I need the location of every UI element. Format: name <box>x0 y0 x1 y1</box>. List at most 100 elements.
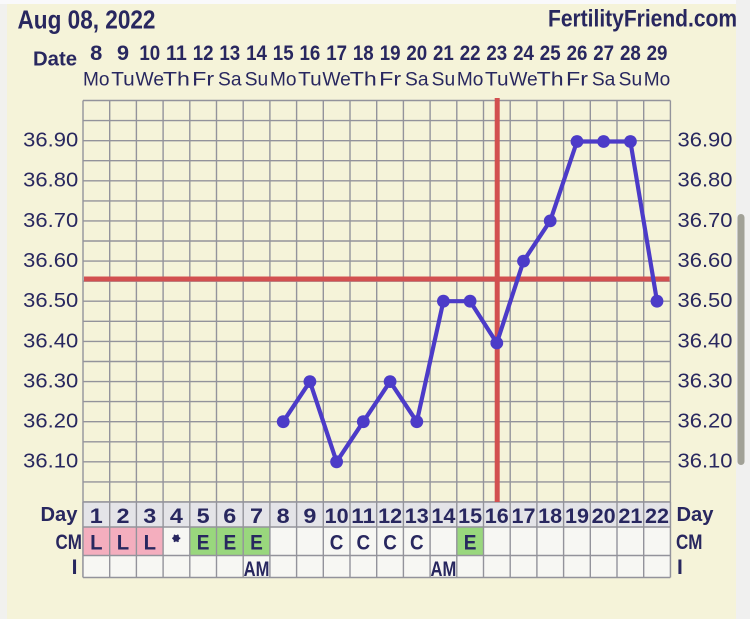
svg-text:19: 19 <box>565 504 589 528</box>
svg-text:23: 23 <box>486 42 507 65</box>
svg-text:Aug 08, 2022: Aug 08, 2022 <box>18 4 156 34</box>
svg-text:36.10: 36.10 <box>678 450 733 473</box>
svg-text:29: 29 <box>647 42 668 65</box>
svg-text:Sa: Sa <box>218 68 242 90</box>
svg-text:Fr: Fr <box>566 68 589 90</box>
svg-text:36.30: 36.30 <box>678 370 733 393</box>
svg-text:14: 14 <box>431 504 455 528</box>
svg-text:C: C <box>330 531 344 554</box>
svg-text:L: L <box>144 531 157 554</box>
svg-text:E: E <box>250 531 263 554</box>
svg-text:We: We <box>509 68 538 90</box>
svg-text:17: 17 <box>512 504 536 528</box>
svg-text:28: 28 <box>620 42 641 65</box>
svg-text:Tu: Tu <box>111 68 135 90</box>
svg-text:36.10: 36.10 <box>23 450 78 473</box>
svg-text:18: 18 <box>538 504 562 528</box>
svg-text:18: 18 <box>353 42 374 65</box>
svg-text:36.40: 36.40 <box>23 329 78 352</box>
svg-text:Mo: Mo <box>644 68 671 90</box>
svg-text:22: 22 <box>460 42 481 65</box>
svg-text:36.80: 36.80 <box>23 169 78 192</box>
svg-text:7: 7 <box>250 504 263 528</box>
svg-text:3: 3 <box>143 504 156 528</box>
svg-text:21: 21 <box>618 504 642 528</box>
svg-text:14: 14 <box>246 42 267 65</box>
svg-text:5: 5 <box>197 504 210 528</box>
svg-text:1: 1 <box>90 504 103 528</box>
svg-text:Day: Day <box>41 504 79 526</box>
svg-text:36.70: 36.70 <box>678 209 733 232</box>
svg-text:Fr: Fr <box>379 68 402 90</box>
svg-text:19: 19 <box>380 42 401 65</box>
svg-text:CM: CM <box>676 531 703 554</box>
svg-text:27: 27 <box>593 42 614 65</box>
svg-text:FertilityFriend.com: FertilityFriend.com <box>548 5 737 32</box>
svg-text:20: 20 <box>406 42 427 65</box>
svg-text:L: L <box>90 531 103 554</box>
svg-text:Mo: Mo <box>83 68 110 90</box>
svg-text:36.90: 36.90 <box>678 129 733 152</box>
svg-text:Tu: Tu <box>298 68 322 90</box>
svg-text:Mo: Mo <box>270 68 297 90</box>
svg-text:AM: AM <box>431 557 457 581</box>
svg-text:E: E <box>197 531 210 554</box>
svg-text:26: 26 <box>567 42 588 65</box>
svg-text:E: E <box>223 531 236 554</box>
svg-text:9: 9 <box>117 42 129 65</box>
svg-text:Su: Su <box>432 68 456 90</box>
svg-text:36.30: 36.30 <box>23 370 78 393</box>
svg-text:E: E <box>464 531 477 554</box>
svg-text:11: 11 <box>166 42 187 65</box>
svg-text:36.40: 36.40 <box>678 329 733 352</box>
svg-text:I: I <box>72 556 78 579</box>
svg-text:16: 16 <box>485 504 509 528</box>
svg-text:10: 10 <box>325 504 349 528</box>
svg-text:17: 17 <box>326 42 347 65</box>
svg-text:10: 10 <box>139 42 160 65</box>
svg-text:Date: Date <box>33 47 77 70</box>
svg-text:36.60: 36.60 <box>23 249 78 272</box>
svg-text:Sa: Sa <box>592 68 616 90</box>
svg-text:15: 15 <box>458 504 482 528</box>
svg-text:We: We <box>136 68 165 90</box>
svg-text:C: C <box>383 531 397 554</box>
svg-text:15: 15 <box>273 42 294 65</box>
svg-text:Th: Th <box>537 68 564 90</box>
svg-text:8: 8 <box>277 504 290 528</box>
svg-text:36.90: 36.90 <box>23 129 78 152</box>
svg-text:I: I <box>677 556 683 579</box>
svg-text:Su: Su <box>619 68 643 90</box>
svg-text:AM: AM <box>244 557 270 581</box>
svg-text:8: 8 <box>90 42 103 65</box>
svg-text:22: 22 <box>645 504 669 528</box>
svg-text:16: 16 <box>300 42 321 65</box>
svg-text:2: 2 <box>117 504 130 528</box>
svg-text:25: 25 <box>540 42 561 65</box>
svg-text:36.70: 36.70 <box>23 209 78 232</box>
svg-text:24: 24 <box>513 42 534 65</box>
svg-text:13: 13 <box>405 504 429 528</box>
svg-text:36.50: 36.50 <box>23 289 78 312</box>
svg-text:C: C <box>410 531 424 554</box>
svg-text:36.80: 36.80 <box>678 169 733 192</box>
svg-text:20: 20 <box>592 504 616 528</box>
svg-text:We: We <box>322 68 351 90</box>
svg-text:Tu: Tu <box>485 68 509 90</box>
svg-text:12: 12 <box>378 504 402 528</box>
svg-text:Th: Th <box>163 68 190 90</box>
svg-text:Day: Day <box>677 504 715 526</box>
svg-text:Mo: Mo <box>457 68 484 90</box>
svg-text:13: 13 <box>219 42 240 65</box>
svg-text:Th: Th <box>350 68 377 90</box>
svg-text:36.50: 36.50 <box>678 289 733 312</box>
svg-text:4: 4 <box>170 504 183 528</box>
svg-text:9: 9 <box>303 504 316 528</box>
svg-text:36.20: 36.20 <box>23 410 78 433</box>
svg-text:C: C <box>357 531 371 554</box>
svg-text:36.20: 36.20 <box>678 410 733 433</box>
svg-text:11: 11 <box>351 504 375 528</box>
svg-text:Su: Su <box>245 68 269 90</box>
svg-text:6: 6 <box>223 504 236 528</box>
svg-text:Sa: Sa <box>405 68 429 90</box>
